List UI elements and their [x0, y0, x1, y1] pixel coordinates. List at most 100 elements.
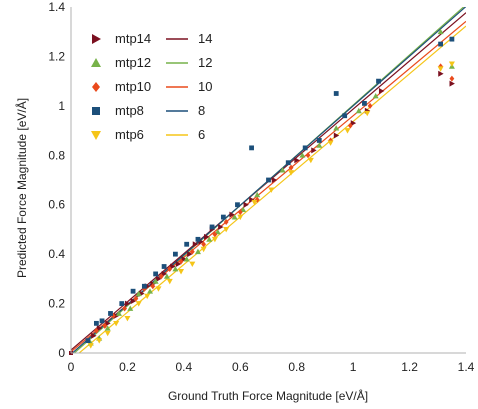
mtp14-point: [96, 325, 103, 332]
y-tick-label: 1: [58, 99, 65, 113]
mtp14-point: [438, 70, 444, 77]
x-axis-label: Ground Truth Force Magnitude [eV/Å]: [168, 388, 368, 403]
mtp8-point: [195, 236, 201, 242]
mtp6-point: [135, 301, 142, 307]
mtp10-point: [223, 219, 229, 226]
mtp8-point: [449, 36, 455, 42]
mtp6-point: [307, 157, 314, 164]
y-tick-label: 1.4: [48, 0, 65, 14]
mtp8-point: [119, 301, 125, 306]
mtp6-point: [104, 330, 111, 337]
mtp8-point: [316, 138, 322, 143]
axes: [70, 7, 466, 354]
mtp6-point: [178, 269, 185, 275]
mtp12-point: [147, 288, 153, 294]
mtp10-point: [347, 122, 353, 129]
mtp6-point: [251, 199, 258, 206]
legend-label-line-14: 14: [198, 31, 212, 46]
mtp8-point: [141, 283, 147, 289]
mtp14-point: [350, 120, 357, 127]
mtp8-point: [342, 113, 348, 119]
mtp8-point: [376, 78, 381, 84]
mtp6-point: [268, 187, 275, 193]
mtp14-point: [156, 275, 162, 282]
mtp8-point: [362, 100, 367, 106]
mtp8-point: [85, 338, 91, 344]
mtp14-point: [175, 261, 182, 268]
mtp14-point: [105, 320, 111, 327]
mtp14-point: [91, 332, 97, 339]
mtp14-point: [130, 298, 137, 305]
mtp8-point: [209, 224, 215, 230]
mtp14-point: [187, 251, 193, 258]
mtp12-point: [152, 278, 159, 284]
x-tick-label: 1.4: [458, 360, 475, 374]
mtp6-point: [189, 261, 196, 268]
mtp6-point: [200, 246, 207, 253]
mtp12-point: [104, 325, 111, 331]
mtp10-point: [189, 248, 195, 255]
mtp14-point: [181, 256, 187, 263]
mtp12-point: [316, 142, 323, 148]
mtp14-point: [333, 132, 340, 139]
legend-marker-mtp8: [92, 107, 100, 115]
mtp8-point: [108, 311, 113, 316]
mtp6-point: [344, 128, 351, 134]
mtp12-point: [163, 273, 170, 279]
mtp6-point: [327, 140, 334, 146]
mtp10-point: [212, 231, 218, 238]
mtp10-point: [150, 283, 156, 290]
x-tick-label: 1: [350, 360, 357, 374]
mtp8-point: [161, 264, 167, 269]
legend-label-mtp6: mtp6: [115, 127, 144, 142]
legend-marker-mtp6: [91, 131, 101, 140]
legend-label-line-12: 12: [198, 55, 212, 70]
mtp6-point: [96, 338, 103, 344]
mtp6-point: [113, 320, 120, 327]
mtp8-point: [184, 241, 190, 247]
x-tick-label: 0.8: [288, 360, 305, 374]
mtp12-point: [437, 28, 444, 35]
mtp14-point: [249, 196, 255, 203]
mtp10-point: [367, 102, 373, 109]
legend-label-mtp12: mtp12: [115, 55, 151, 70]
y-tick-label: 1.2: [48, 49, 65, 63]
mtp10-point: [305, 152, 311, 159]
legend-label-line-8: 8: [198, 103, 205, 118]
scatter-points-layer: [69, 28, 455, 355]
mtp14-point: [271, 177, 278, 183]
mtp8-point: [438, 41, 444, 47]
legend-marker-mtp10: [92, 82, 100, 92]
mtp12-point: [183, 256, 190, 262]
mtp10-point: [288, 164, 294, 171]
mtp14-point: [311, 147, 317, 154]
mtp6-point: [155, 286, 162, 292]
legend-label-line-10: 10: [198, 79, 212, 94]
mtp12-point: [254, 191, 261, 198]
mtp8-point: [266, 177, 271, 183]
mtp14-point: [113, 312, 120, 319]
mtp10-point: [102, 322, 108, 329]
mtp8-point: [172, 251, 178, 257]
mtp6-point: [448, 61, 455, 67]
mtp14-point: [192, 241, 199, 248]
mtp8-point: [220, 214, 226, 220]
legend: mtp14 mtp12 mtp10 mtp8 mtp6 14 12 10 8 6: [91, 31, 212, 142]
fit-line-6: [78, 25, 466, 353]
mtp10-point: [201, 241, 207, 248]
mtp8-point: [235, 202, 240, 208]
mtp14-point: [243, 201, 249, 208]
mtp12-point: [231, 214, 238, 220]
mtp6-point: [87, 343, 94, 349]
mtp10-point: [237, 209, 243, 216]
mtp12-point: [240, 206, 247, 213]
mtp6-point: [144, 293, 151, 300]
mtp12-point: [372, 92, 379, 99]
mtp6-point: [223, 227, 230, 233]
mtp8-point: [285, 160, 291, 166]
y-tick-label: 0: [58, 346, 65, 360]
mtp6-point: [437, 66, 444, 72]
x-tick-label: 0.2: [119, 360, 136, 374]
mtp8-point: [249, 145, 254, 151]
